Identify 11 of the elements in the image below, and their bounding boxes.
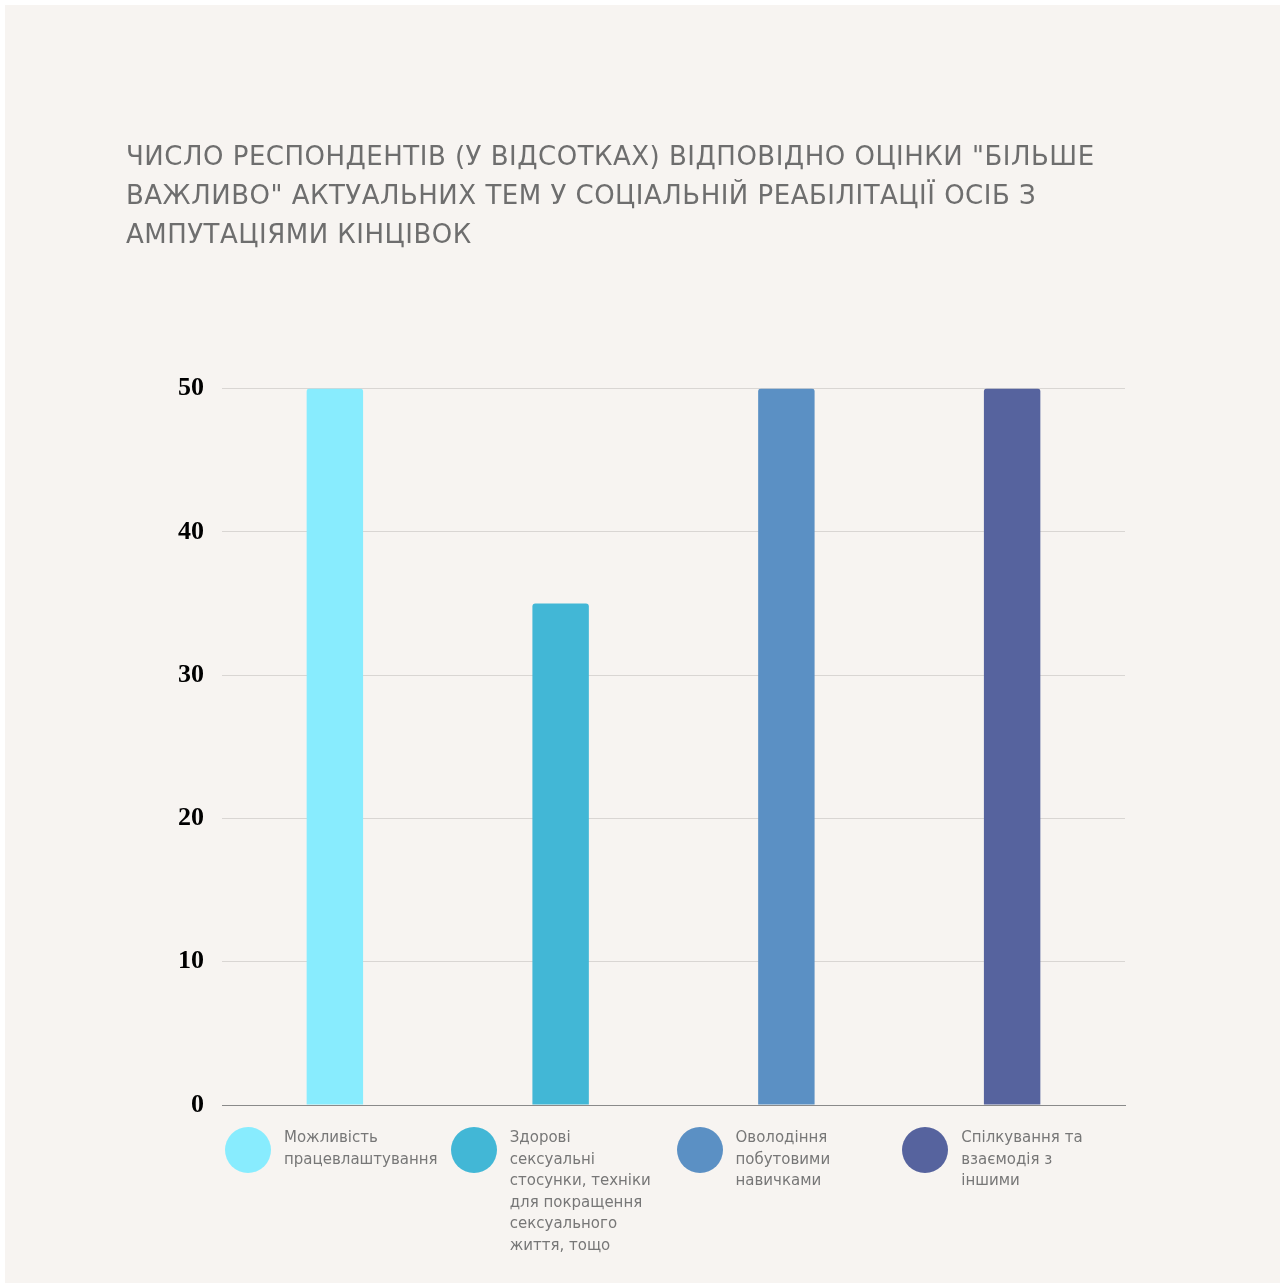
text: Спілкування та взаємодія з іншими (961, 1128, 1083, 1190)
y-tick-label: 20 (178, 802, 204, 832)
text: Можливість працевлаштування (284, 1128, 438, 1168)
y-tick-label: 50 (178, 372, 204, 402)
y-tick-label: 0 (191, 1088, 204, 1118)
y-tick-label: 10 (178, 945, 204, 975)
series-label: Оволодіння побутовими навичками (735, 1128, 831, 1190)
y-tick-label: 40 (178, 515, 204, 545)
chart-title: ЧИСЛО РЕСПОНДЕНТІВ (У ВІДСОТКАХ) ВІДПОВІДНО ОЦІНКИ "БІЛЬШЕ ВАЖЛИВО" АКТУАЛЬНИХ ТЕМ У СОЦІАЛЬНІЙ РЕАБІЛІТАЦІЇ ОСІБ З АМПУТАЦІЯМИ КІНЦІВОК (126, 140, 1096, 251)
text: Здорові сексуальні стосунки, техніки для покращення сексуального життя, тощо (509, 1128, 651, 1254)
y-tick-label: 30 (178, 658, 204, 688)
